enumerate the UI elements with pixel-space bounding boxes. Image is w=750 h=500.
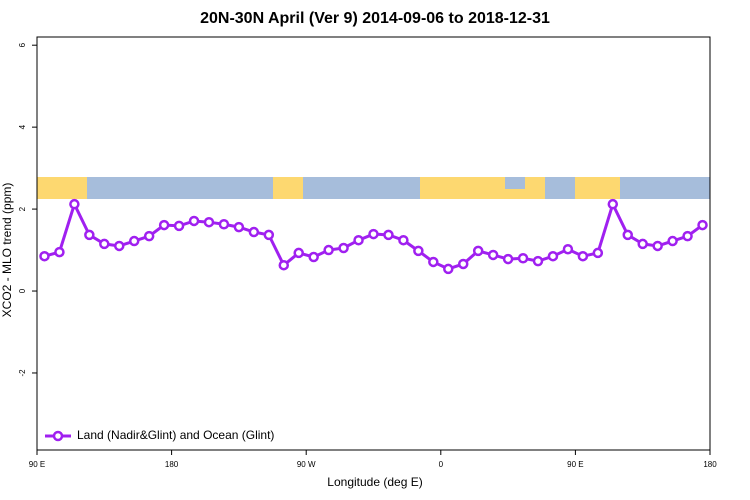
map-land: [37, 177, 87, 199]
x-tick-label: 90 E: [567, 460, 583, 469]
data-point: [203, 216, 215, 228]
data-point: [517, 253, 529, 264]
data-point: [338, 242, 349, 254]
x-tick-label: 0: [439, 460, 444, 469]
data-point: [562, 243, 574, 255]
data-point: [472, 245, 484, 257]
data-point: [368, 228, 379, 240]
data-point: [547, 250, 559, 262]
data-point: [278, 259, 290, 271]
data-point: [667, 235, 678, 247]
data-point: [54, 246, 65, 258]
map-sea: [505, 177, 525, 189]
map-sea: [545, 177, 575, 199]
data-point: [248, 226, 260, 238]
data-point: [637, 238, 648, 250]
data-point: [398, 234, 409, 246]
data-point: [233, 221, 245, 233]
data-point: [158, 219, 170, 231]
data-point: [413, 245, 424, 257]
chart-title: 20N-30N April (Ver 9) 2014-09-06 to 2018…: [200, 10, 550, 27]
legend-marker: [52, 430, 64, 442]
data-point: [532, 255, 544, 267]
data-point: [652, 240, 663, 252]
map-land: [273, 177, 303, 199]
data-point: [502, 253, 514, 265]
data-point: [457, 258, 469, 270]
data-point: [308, 251, 319, 263]
data-point: [173, 220, 185, 232]
data-point: [99, 238, 110, 250]
data-point: [682, 230, 693, 242]
data-point: [114, 240, 125, 252]
map-strip: [37, 177, 710, 199]
y-tick-label: 0: [18, 288, 27, 293]
data-point: [428, 256, 439, 268]
y-tick-label: 2: [18, 206, 27, 211]
data-point: [84, 229, 95, 241]
data-point: [218, 218, 230, 230]
data-point: [39, 250, 50, 262]
x-axis-label: Longitude (deg E): [327, 475, 422, 489]
data-point: [443, 263, 454, 275]
x-tick-label: 90 W: [297, 460, 316, 469]
data-point: [293, 247, 304, 259]
data-point: [383, 229, 394, 241]
data-point: [128, 235, 140, 247]
x-tick-label: 90 E: [29, 460, 45, 469]
plot-frame: [36, 36, 711, 451]
data-point: [622, 229, 633, 241]
y-tick-label: -2: [18, 369, 27, 377]
data-point: [143, 230, 155, 242]
data-point: [697, 219, 708, 231]
y-tick-label: 4: [18, 124, 27, 129]
data-point: [592, 247, 604, 259]
x-tick-label: 180: [165, 460, 179, 469]
x-tick-label: 180: [703, 460, 717, 469]
y-tick-label: 6: [18, 42, 27, 47]
data-point: [69, 198, 80, 210]
data-point: [487, 249, 499, 261]
data-point: [188, 215, 200, 227]
y-axis-label: XCO2 - MLO trend (ppm): [0, 183, 14, 318]
data-point: [607, 198, 619, 210]
data-point: [263, 229, 275, 241]
legend-item: Land (Nadir&Glint) and Ocean (Glint): [45, 428, 274, 442]
legend-label: Land (Nadir&Glint) and Ocean (Glint): [77, 428, 274, 442]
data-point: [353, 234, 364, 246]
data-point: [577, 250, 589, 262]
data-point: [323, 244, 334, 256]
